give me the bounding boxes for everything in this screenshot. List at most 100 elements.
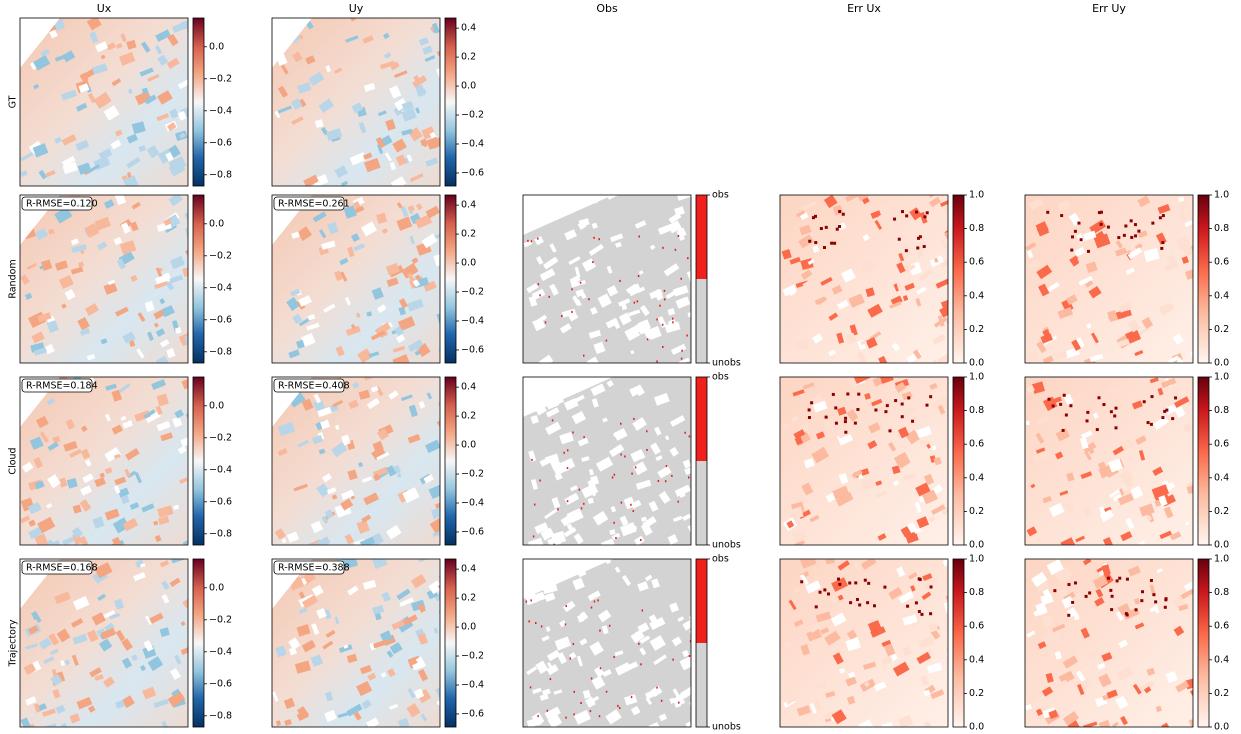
map-patch <box>881 721 895 727</box>
map-patch <box>168 195 184 207</box>
map-patch <box>908 572 918 580</box>
map-patch <box>862 661 877 670</box>
map-patch <box>664 435 670 441</box>
map-patch <box>40 48 50 57</box>
colorbar-tick-label: −0.2 <box>461 287 484 298</box>
map-patch <box>865 337 878 349</box>
error-hotspot <box>1109 410 1113 414</box>
observed-point <box>672 658 674 661</box>
map-patch <box>58 477 68 488</box>
map-patch <box>846 695 856 705</box>
observed-point <box>663 289 666 292</box>
map-patch <box>339 257 349 266</box>
map-patch <box>620 522 637 537</box>
map-patch <box>624 325 641 341</box>
colorbar-tick-label: 0.0 <box>461 440 476 451</box>
map-patch <box>47 474 61 489</box>
map-patch <box>880 654 894 666</box>
map-patch <box>1079 437 1089 450</box>
map-patch <box>805 580 822 594</box>
map-patch <box>657 465 672 479</box>
colorbar-tick-label: −0.6 <box>209 137 232 148</box>
error-hotspot <box>1124 612 1128 616</box>
map-patch <box>376 212 388 224</box>
error-hotspot <box>1142 400 1146 404</box>
map-patch <box>27 501 42 515</box>
error-hotspot <box>1059 402 1063 406</box>
error-hotspot <box>1088 591 1092 595</box>
colorbar-tick-label: 0.0 <box>969 540 984 551</box>
map-patch <box>1184 220 1193 228</box>
map-patch <box>99 638 113 652</box>
map-patch <box>606 379 614 388</box>
map-patch <box>363 82 376 92</box>
colorbar-tick-label: 0.4 <box>461 382 476 393</box>
map-patch <box>1155 705 1162 713</box>
map-patch <box>915 249 925 259</box>
observed-point <box>620 422 622 425</box>
observed-point <box>533 503 536 506</box>
error-hotspot <box>923 215 927 219</box>
map-patch <box>1141 316 1154 330</box>
map-patch <box>562 600 576 613</box>
map-patch <box>1127 587 1134 594</box>
map-patch <box>649 616 666 631</box>
colorbar-tick-label: 0.0 <box>461 622 476 633</box>
map-patch <box>902 646 913 657</box>
map-patch <box>1089 353 1104 362</box>
error-hotspot <box>856 407 860 411</box>
map-patch <box>340 180 349 186</box>
map-patch <box>669 602 679 613</box>
map-patch <box>291 98 303 110</box>
heatmap <box>780 377 948 545</box>
panel-frame <box>271 17 441 187</box>
map-patch <box>101 610 116 620</box>
map-patch <box>113 485 121 494</box>
map-patch <box>103 105 120 121</box>
map-patch <box>1186 483 1193 495</box>
map-patch <box>590 383 606 397</box>
map-patch <box>836 431 854 446</box>
map-patch <box>134 90 152 106</box>
map-patch <box>1036 415 1049 426</box>
map-patch <box>167 33 179 47</box>
colorbar-tick-label: 1.0 <box>969 372 984 383</box>
map-patch <box>542 583 558 595</box>
map-patch <box>1080 627 1090 639</box>
map-patch <box>115 629 126 642</box>
map-patch <box>126 39 137 50</box>
map-patch <box>639 304 650 317</box>
panel-frame <box>271 376 441 546</box>
map-patch <box>326 487 337 495</box>
map-patch <box>169 255 186 270</box>
error-hotspot <box>1146 421 1150 425</box>
colorbar-tick-label: 0.8 <box>1214 223 1229 234</box>
panel-frame <box>779 558 949 728</box>
map-patch <box>782 284 798 297</box>
map-patch <box>77 316 90 331</box>
observed-point <box>656 360 658 363</box>
map-patch <box>837 594 844 601</box>
map-patch <box>272 691 279 702</box>
map-patch <box>334 616 340 625</box>
colorbar-tick-label: −0.2 <box>461 651 484 662</box>
error-hotspot <box>888 429 892 433</box>
map-patch <box>141 503 155 513</box>
map-patch <box>165 281 175 291</box>
map-patch <box>275 645 287 658</box>
map-patch <box>408 404 418 418</box>
map-patch <box>133 572 146 582</box>
map-patch <box>897 426 910 439</box>
colorbar-tick-label: −0.2 <box>209 614 232 625</box>
colorbar <box>444 17 457 187</box>
map-patch <box>1118 488 1125 496</box>
colorbar-tick-label: 0.4 <box>461 200 476 211</box>
map-patch <box>800 269 813 280</box>
map-patch <box>815 611 832 623</box>
map-patch <box>1057 199 1072 212</box>
map-patch <box>401 108 417 122</box>
map-patch <box>653 392 670 406</box>
observed-point <box>588 298 590 301</box>
map-patch <box>46 397 56 406</box>
map-patch <box>159 560 170 568</box>
